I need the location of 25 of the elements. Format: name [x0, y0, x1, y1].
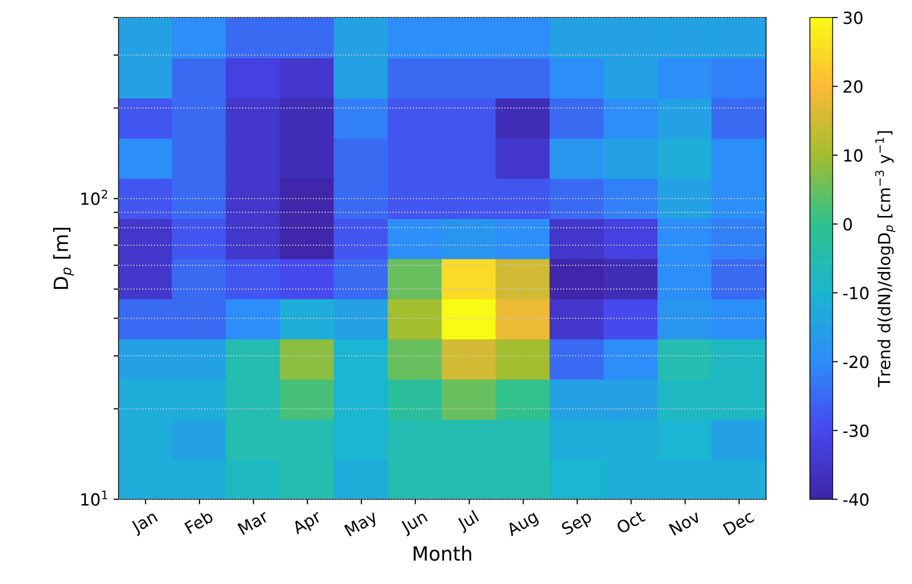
color-bar-title: Trend d(dN)/dlogD$_{p}$ [cm$^{−3}$ y$^{−1}$]	[875, 131, 896, 388]
x-tick-label: Feb	[184, 510, 214, 534]
y-tick-label: 10$^{1}$	[81, 490, 108, 506]
y-axis-title: D$_{p}$ [m]	[53, 228, 74, 289]
color-bar-label: -30	[843, 424, 868, 438]
x-tick-label: Jan	[130, 510, 160, 536]
x-tick-label: Aug	[506, 510, 540, 540]
x-tick-label: Dec	[722, 510, 755, 536]
color-bar-label: -20	[843, 356, 868, 368]
color-bar-label: 30	[844, 11, 862, 24]
color-bar-label: 20	[844, 80, 862, 93]
color-bar-label: -10	[843, 286, 868, 300]
x-tick-label: Jun	[400, 510, 430, 536]
color-bar-label: 0	[843, 218, 852, 231]
x-tick-label: Nov	[668, 510, 702, 536]
x-tick-label: Apr	[291, 509, 324, 538]
x-tick-label: May	[344, 510, 380, 540]
color-bar-label: -40	[843, 493, 868, 506]
y-tick-label: 10$^{2}$	[81, 190, 108, 206]
x-tick-label: Sep	[560, 510, 594, 538]
color-bar-label: 10	[844, 149, 862, 162]
x-tick-label: Jul	[456, 510, 481, 534]
x-axis-title: Month	[414, 546, 472, 561]
x-tick-label: Oct	[616, 509, 646, 534]
x-tick-label: Mar	[237, 509, 270, 536]
